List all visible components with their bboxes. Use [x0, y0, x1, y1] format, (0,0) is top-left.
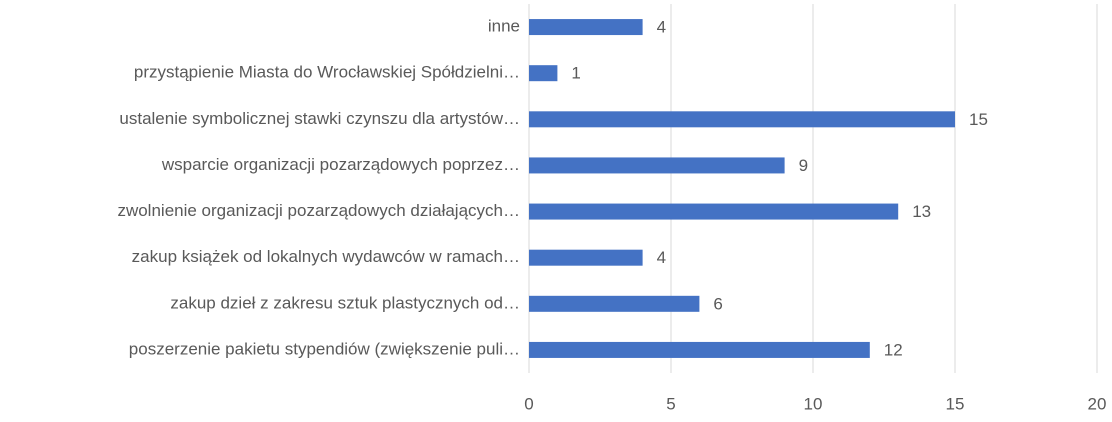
bar — [529, 203, 899, 220]
y-tick-label: zwolnienie organizacji pozarządowych dzi… — [117, 201, 520, 220]
y-tick-label: zakup książek od lokalnych wydawców w ra… — [132, 247, 520, 266]
data-label: 9 — [799, 156, 808, 175]
data-label: 13 — [912, 202, 931, 221]
x-tick-label: 5 — [666, 394, 675, 413]
bar — [529, 341, 870, 358]
y-tick-label: zakup dzieł z zakresu sztuk plastycznych… — [170, 293, 520, 312]
bar — [529, 295, 700, 312]
y-tick-label: inne — [488, 17, 520, 36]
data-label: 4 — [657, 18, 666, 37]
y-tick-label: przystąpienie Miasta do Wrocławskiej Spó… — [134, 63, 520, 82]
bar — [529, 111, 955, 128]
bar — [529, 249, 643, 266]
x-tick-label: 10 — [804, 394, 823, 413]
data-label: 1 — [571, 64, 580, 83]
data-label: 12 — [884, 340, 903, 359]
x-tick-label: 15 — [946, 394, 965, 413]
bar — [529, 19, 643, 36]
y-tick-label: wsparcie organizacji pozarządowych poprz… — [161, 155, 520, 174]
x-tick-label: 0 — [524, 394, 533, 413]
bar — [529, 65, 558, 82]
x-tick-label: 20 — [1088, 394, 1107, 413]
y-tick-label: ustalenie symbolicznej stawki czynszu dl… — [119, 109, 520, 128]
bar — [529, 157, 785, 174]
data-label: 6 — [713, 294, 722, 313]
data-label: 15 — [969, 110, 988, 129]
y-tick-label: poszerzenie pakietu stypendiów (zwiększe… — [129, 339, 520, 358]
data-label: 4 — [657, 248, 666, 267]
